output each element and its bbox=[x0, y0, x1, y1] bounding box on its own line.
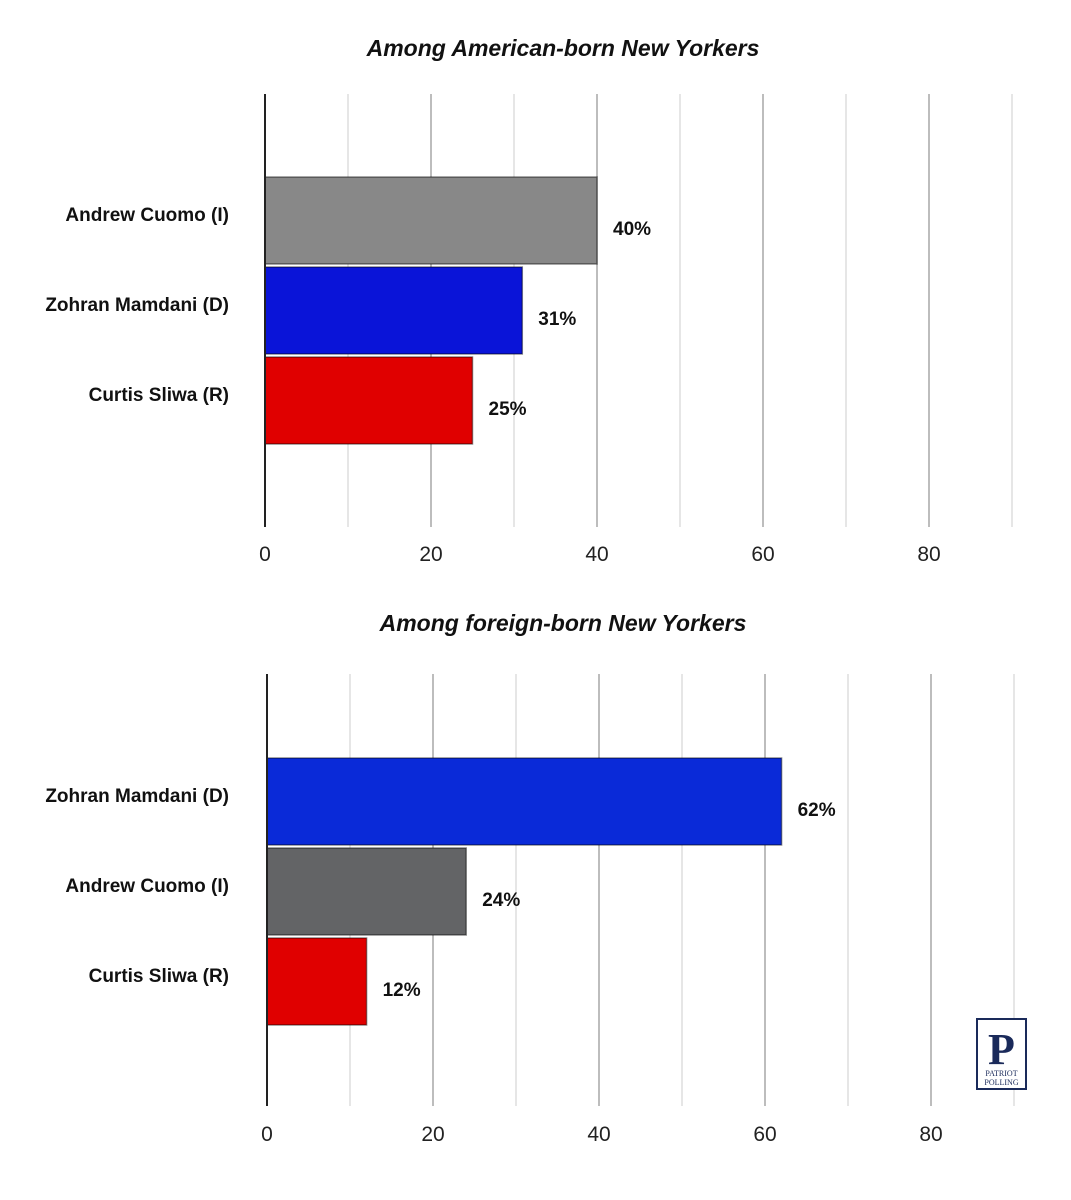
bar bbox=[266, 847, 467, 936]
bar bbox=[264, 266, 524, 355]
value-label: 25% bbox=[489, 399, 527, 420]
x-tick-label: 40 bbox=[585, 543, 608, 566]
logo-line2: POLLING bbox=[984, 1078, 1018, 1087]
x-tick-label: 40 bbox=[587, 1123, 610, 1146]
value-label: 24% bbox=[482, 890, 520, 911]
logo-line1: PATRIOT bbox=[985, 1069, 1017, 1078]
chart-american-born: Among American-born New Yorkers Andrew Cu… bbox=[45, 35, 1013, 566]
category-label: Andrew Cuomo (I) bbox=[65, 876, 229, 897]
category-label: Andrew Cuomo (I) bbox=[65, 205, 229, 226]
x-tick-label: 20 bbox=[421, 1123, 444, 1146]
bar bbox=[266, 757, 783, 846]
bar bbox=[266, 937, 368, 1026]
chart-title: Among foreign-born New Yorkers bbox=[379, 610, 747, 636]
chart-title: Among American-born New Yorkers bbox=[366, 35, 760, 61]
bar bbox=[264, 176, 598, 265]
patriot-polling-logo: P PATRIOT POLLING bbox=[976, 1018, 1027, 1090]
bar bbox=[264, 356, 474, 445]
logo-letter: P bbox=[988, 1025, 1015, 1074]
category-label: Zohran Mamdani (D) bbox=[45, 295, 229, 316]
x-tick-label: 60 bbox=[751, 543, 774, 566]
value-label: 40% bbox=[613, 219, 651, 240]
category-label: Zohran Mamdani (D) bbox=[45, 786, 229, 807]
category-label: Curtis Sliwa (R) bbox=[89, 966, 229, 987]
x-tick-label: 60 bbox=[753, 1123, 776, 1146]
value-label: 31% bbox=[538, 309, 576, 330]
x-tick-label: 80 bbox=[919, 1123, 942, 1146]
x-tick-label: 0 bbox=[261, 1123, 273, 1146]
category-label: Curtis Sliwa (R) bbox=[89, 385, 229, 406]
x-tick-label: 0 bbox=[259, 543, 271, 566]
x-tick-label: 20 bbox=[419, 543, 442, 566]
value-label: 12% bbox=[383, 980, 421, 1001]
value-label: 62% bbox=[798, 800, 836, 821]
x-tick-label: 80 bbox=[917, 543, 940, 566]
chart-foreign-born: Among foreign-born New Yorkers Zohran Mam… bbox=[45, 610, 1015, 1146]
